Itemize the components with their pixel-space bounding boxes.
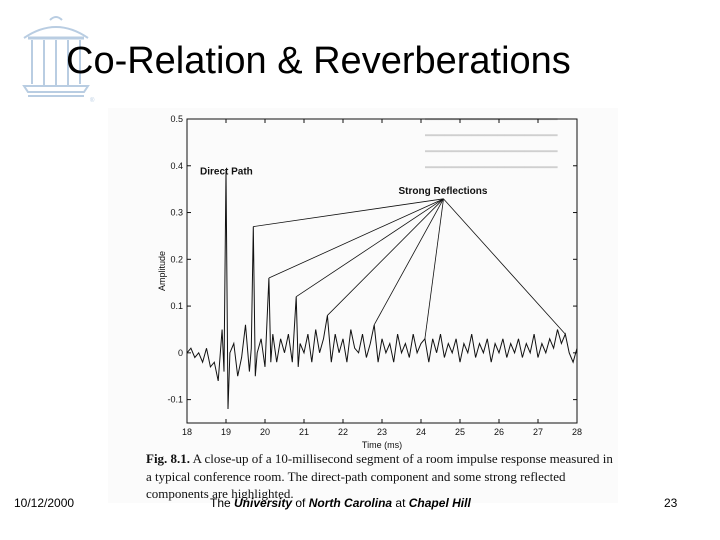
impulse-response-chart: 18 19 20 21 22 23 24 25 26 27 28 -0.1 0 0.1 0.2 0.3 0.4 0… (157, 114, 582, 450)
x-tick-label: 19 (221, 427, 231, 437)
scanned-page (108, 108, 618, 503)
reflection-pointer (424, 198, 444, 339)
x-tick-label: 21 (299, 427, 309, 437)
svg-text:®: ® (90, 97, 95, 104)
footer-of: of (292, 496, 309, 510)
footer-university: University (234, 496, 293, 510)
reflection-pointer (268, 198, 444, 279)
footer-chapel-hill: Chapel Hill (408, 496, 471, 510)
x-tick-label: 24 (416, 427, 426, 437)
x-tick-label: 22 (338, 427, 348, 437)
y-tick-label: 0.5 (170, 114, 183, 124)
university-logo: ® (22, 16, 95, 104)
impulse-response-line (186, 170, 578, 410)
footer-north-carolina: North Carolina (308, 496, 393, 510)
reflection-pointer (327, 198, 444, 316)
reflection-pointer (443, 198, 566, 335)
y-tick-label: -0.1 (167, 395, 183, 405)
x-tick-label: 18 (182, 427, 192, 437)
reflection-pointer (253, 198, 444, 227)
direct-path-label: Direct Path (200, 166, 253, 177)
strong-reflections-label: Strong Reflections (399, 186, 488, 197)
x-axis-label: Time (ms) (362, 440, 402, 450)
y-tick-label: 0.3 (170, 208, 183, 218)
plot-frame (186, 118, 578, 424)
x-tick-label: 28 (572, 427, 582, 437)
y-tick-label: 0.2 (170, 254, 183, 264)
footer-institution: The University of North Carolina at Chap… (210, 496, 471, 510)
reflection-pointer (295, 198, 444, 298)
page-number: 23 (664, 496, 678, 510)
x-tick-label: 25 (455, 427, 465, 437)
caption-text: A close-up of a 10-millisecond segment o… (146, 451, 613, 501)
x-tick-label: 23 (377, 427, 387, 437)
x-tick-label: 20 (260, 427, 270, 437)
x-tick-label: 27 (533, 427, 543, 437)
y-axis-label: Amplitude (157, 251, 167, 291)
figure-caption: Fig. 8.1. A close-up of a 10-millisecond… (146, 450, 616, 503)
y-tick-label: 0.1 (170, 301, 183, 311)
reflection-pointer (373, 198, 444, 325)
footer-date: 10/12/2000 (14, 496, 75, 510)
footer-at: at (392, 496, 409, 510)
footer-the: The (210, 496, 235, 510)
y-tick-label: 0 (178, 348, 183, 358)
figure-label: Fig. 8.1. (146, 451, 191, 466)
x-tick-label: 26 (494, 427, 504, 437)
scan-bleed-top: ━━━━━━━━━━━━━━━━━━━━ ━━━━━━━━━━━━━━━━━━━━… (425, 114, 558, 174)
slide-title: Co-Relation & Reverberations (66, 40, 571, 82)
y-tick-label: 0.4 (170, 161, 183, 171)
